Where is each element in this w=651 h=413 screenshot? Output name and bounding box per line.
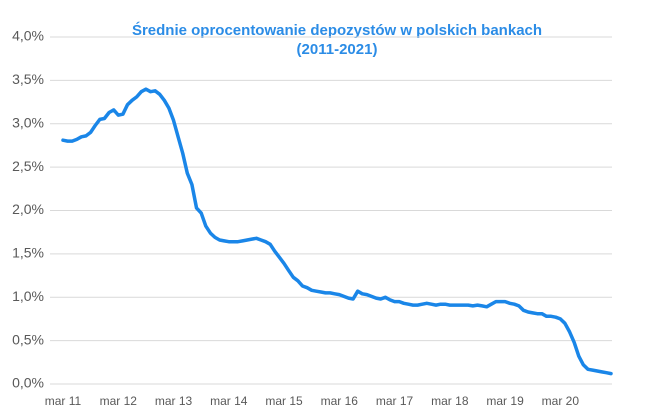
x-tick-label: mar 16	[321, 394, 359, 408]
y-tick-label: 1,0%	[12, 288, 44, 304]
y-tick-label: 0,0%	[12, 375, 44, 391]
x-tick-label: mar 19	[486, 394, 524, 408]
y-tick-label: 4,0%	[12, 28, 44, 44]
x-tick-label: mar 17	[376, 394, 414, 408]
y-tick-label: 2,0%	[12, 201, 44, 217]
x-tick-label: mar 13	[155, 394, 193, 408]
x-tick-label: mar 11	[45, 394, 82, 408]
y-tick-label: 2,5%	[12, 158, 44, 174]
y-tick-label: 3,0%	[12, 114, 44, 130]
x-tick-label: mar 14	[210, 394, 248, 408]
y-tick-label: 3,5%	[12, 71, 44, 87]
y-tick-label: 0,5%	[12, 331, 44, 347]
chart-title: Średnie oprocentowanie depozystów w pols…	[132, 21, 542, 39]
x-tick-label: mar 15	[265, 394, 303, 408]
chart-subtitle: (2011-2021)	[297, 41, 378, 58]
data-line	[61, 87, 613, 376]
x-tick-label: mar 12	[100, 394, 138, 408]
x-tick-label: mar 18	[431, 394, 469, 408]
y-tick-label: 1,5%	[12, 245, 44, 261]
x-tick-label: mar 20	[542, 394, 580, 408]
